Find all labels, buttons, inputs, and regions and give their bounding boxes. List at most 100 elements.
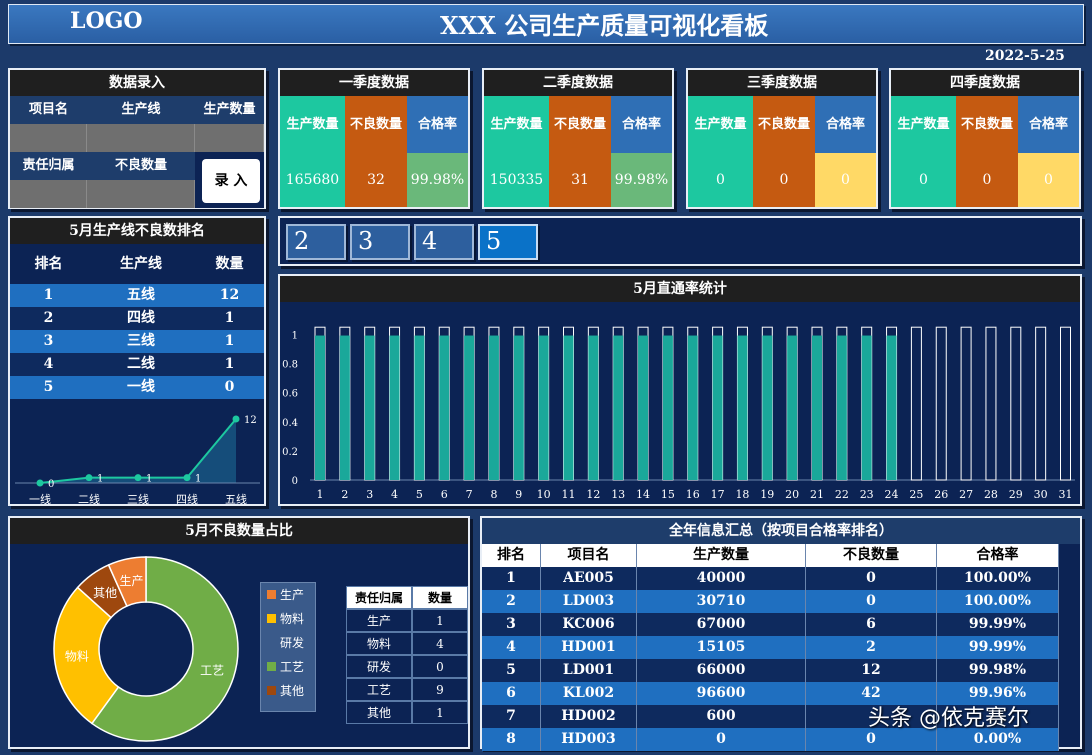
- pass-rate-bar: [464, 335, 475, 480]
- slice-label: 生产: [120, 574, 144, 588]
- qty-input[interactable]: [195, 124, 264, 152]
- pass-rate-bar: [414, 335, 425, 480]
- legend-label: 其他: [280, 684, 305, 698]
- x-tick-label: 29: [1009, 488, 1023, 501]
- annual-table-cell: 2: [806, 636, 937, 659]
- ranking-cell: 2: [10, 307, 87, 330]
- x-tick-label: 14: [636, 488, 650, 501]
- quarter-metric-value: 0: [753, 153, 815, 207]
- data-label: 1: [97, 474, 103, 485]
- ranking-cell: 1: [195, 307, 264, 330]
- annual-table-cell: AE005: [541, 567, 637, 590]
- annual-table-cell: HD003: [541, 728, 637, 751]
- panel-title: 全年信息汇总（按项目合格率排名）: [482, 518, 1080, 544]
- legend-swatch: [267, 686, 276, 695]
- quarter-metric-label: 不良数量: [345, 96, 407, 153]
- line-input[interactable]: [87, 124, 195, 152]
- quarter-title: 四季度数据: [891, 70, 1079, 96]
- pass-rate-bar: [662, 335, 673, 480]
- target-bar: [960, 326, 972, 481]
- quarter-metric-label: 生产数量: [280, 96, 345, 153]
- pass-rate-bar: [737, 335, 748, 480]
- x-tick-label: 18: [735, 488, 749, 501]
- pass-rate-bar: [364, 335, 375, 480]
- annual-table-cell: 66000: [637, 659, 806, 682]
- quarter-metric-value: 0: [815, 153, 876, 207]
- watermark: 头条 @依克赛尔: [868, 706, 1029, 731]
- legend-label: 工艺: [280, 660, 305, 674]
- report-date: 2022-5-25: [985, 48, 1065, 64]
- month-tab[interactable]: 5: [478, 224, 538, 260]
- annual-table-cell: 99.99%: [937, 636, 1059, 659]
- data-point: [232, 415, 240, 423]
- data-point: [134, 474, 142, 482]
- quarter-metric-label: 生产数量: [688, 96, 753, 153]
- annual-table-cell: 0.00%: [937, 728, 1059, 751]
- defect-line-chart: 0 一线 1 二线 1 三线 1 四线 12 五线: [15, 415, 260, 506]
- owner-table-cell: 物料: [346, 632, 412, 655]
- month-tab[interactable]: 2: [286, 224, 346, 260]
- legend-swatch: [267, 614, 276, 623]
- pass-rate-bar: [638, 335, 649, 480]
- legend-item: 物料: [261, 607, 315, 631]
- x-tick-label: 三线: [127, 492, 149, 506]
- ranking-cell: 一线: [87, 376, 195, 399]
- y-tick-label: 0.6: [282, 389, 298, 400]
- x-tick-label: 6: [441, 488, 448, 501]
- submit-entry-button[interactable]: 录 入: [202, 159, 260, 203]
- x-tick-label: 5: [416, 488, 423, 501]
- pass-rate-bar: [812, 335, 822, 480]
- annual-table-cell: 1: [482, 567, 541, 590]
- annual-table-cell: 6: [806, 613, 937, 636]
- annual-summary-panel: 全年信息汇总（按项目合格率排名） 排名 项目名 生产数量 不良数量 合格率 1 AE005 4…: [480, 516, 1082, 751]
- quarter-card: 二季度数据 生产数量 不良数量 合格率 150335 31 99.98%: [482, 68, 674, 209]
- owner-input[interactable]: [10, 180, 87, 208]
- month-tab[interactable]: 3: [350, 224, 410, 260]
- quarter-metric-label: 合格率: [1018, 96, 1079, 153]
- quarter-metric-value: 0: [688, 153, 753, 207]
- legend-item: 工艺: [261, 655, 315, 679]
- quarter-card: 四季度数据 生产数量 不良数量 合格率 0 0 0: [889, 68, 1081, 209]
- annual-table-cell: 0: [637, 728, 806, 751]
- donut-slice: [90, 556, 239, 742]
- x-tick-label: 30: [1034, 488, 1048, 501]
- target-bar: [1010, 326, 1022, 481]
- legend-swatch: [267, 590, 276, 599]
- panel-title: 5月直通率统计: [280, 276, 1080, 302]
- slice-label: 物料: [65, 649, 89, 663]
- dashboard-title: XXX 公司生产质量可视化看板: [440, 11, 769, 40]
- month-tab[interactable]: 4: [414, 224, 474, 260]
- annual-table-cell: 100.00%: [937, 590, 1059, 613]
- annual-table-cell: LD001: [541, 659, 637, 682]
- quarter-metric-label: 不良数量: [956, 96, 1018, 153]
- column-header: 数量: [195, 244, 264, 284]
- panel-title: 数据录入: [10, 70, 264, 96]
- annual-table-cell: HD001: [541, 636, 637, 659]
- column-header: 生产数量: [637, 544, 806, 567]
- project-input[interactable]: [10, 124, 87, 152]
- quarter-metric-label: 不良数量: [549, 96, 611, 153]
- ranking-cell: 1: [10, 284, 87, 307]
- y-tick-label: 0.2: [282, 447, 298, 458]
- quarter-title: 二季度数据: [484, 70, 672, 96]
- pass-rate-bar: [488, 335, 499, 480]
- owner-table-cell: 研发: [346, 655, 412, 678]
- field-label-defects: 不良数量: [87, 152, 195, 180]
- x-tick-label: 9: [515, 488, 522, 501]
- quarter-metric-value: 150335: [484, 153, 549, 207]
- owner-table-cell: 9: [412, 678, 468, 701]
- data-label: 0: [48, 479, 54, 490]
- x-tick-label: 一线: [29, 492, 51, 506]
- target-bar: [1035, 326, 1047, 481]
- column-header: 数量: [412, 586, 468, 609]
- quarter-metric-label: 合格率: [611, 96, 672, 153]
- x-tick-label: 10: [537, 488, 551, 501]
- quarter-metric-value: 31: [549, 153, 611, 207]
- annual-table-cell: 8: [482, 728, 541, 751]
- legend-item: 研发: [261, 631, 315, 655]
- x-tick-label: 27: [959, 488, 973, 501]
- legend-label: 物料: [280, 612, 305, 626]
- annual-table-cell: 30710: [637, 590, 806, 613]
- panel-title: 5月生产线不良数排名: [10, 218, 264, 244]
- defects-input[interactable]: [87, 180, 195, 208]
